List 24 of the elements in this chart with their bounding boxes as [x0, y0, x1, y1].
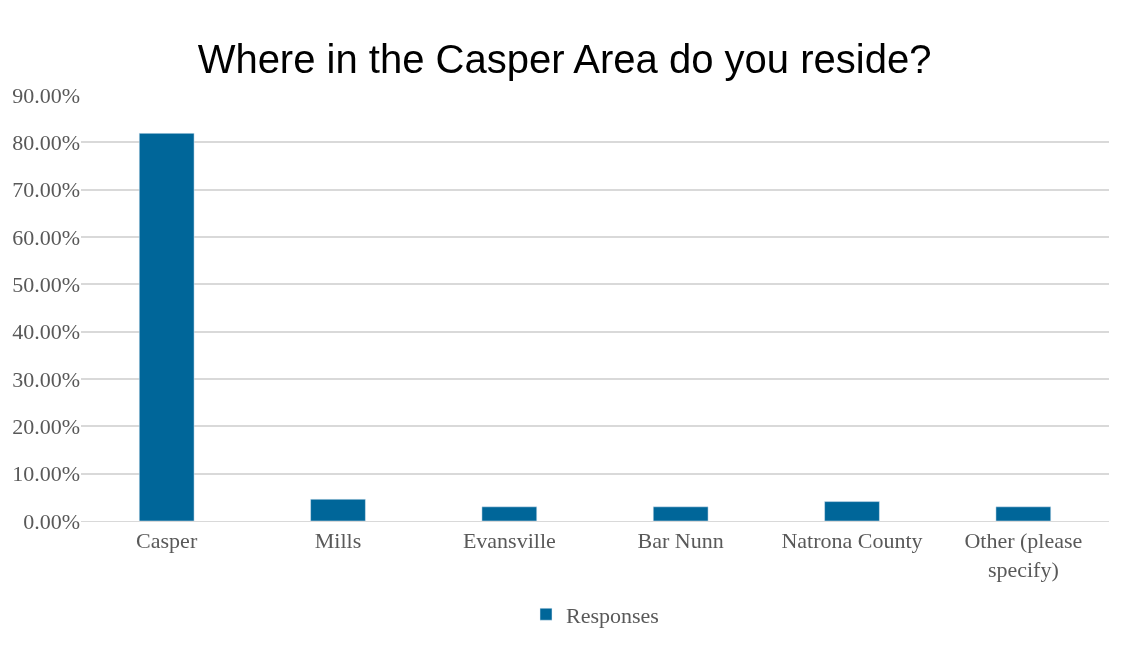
bar	[653, 506, 709, 521]
bar	[824, 501, 880, 521]
y-tick-label: 50.00%	[12, 272, 80, 298]
x-tick-label: Other (please specify)	[964, 528, 1083, 582]
x-tick-label: Mills	[314, 528, 362, 554]
x-tick-label: Evansville	[462, 528, 556, 554]
chart-title: Where in the Casper Area do you reside?	[197, 37, 932, 82]
x-tick-label: Natrona County	[781, 528, 923, 554]
y-tick-label: 30.00%	[12, 366, 80, 392]
bar	[139, 133, 195, 521]
x-tick-label: Bar Nunn	[637, 528, 724, 554]
x-tick-label: Casper	[136, 528, 198, 554]
y-tick-label: 60.00%	[12, 224, 80, 250]
bar	[481, 506, 537, 521]
legend-label: Responses	[566, 602, 659, 628]
y-tick-label: 0.00%	[23, 508, 80, 534]
y-tick-label: 10.00%	[12, 461, 80, 487]
bar	[995, 506, 1051, 521]
y-tick-label: 40.00%	[12, 319, 80, 345]
bar	[310, 498, 366, 521]
y-tick-label: 80.00%	[12, 130, 80, 156]
y-tick-label: 90.00%	[12, 82, 80, 108]
y-tick-label: 20.00%	[12, 414, 80, 440]
y-tick-label: 70.00%	[12, 177, 80, 203]
